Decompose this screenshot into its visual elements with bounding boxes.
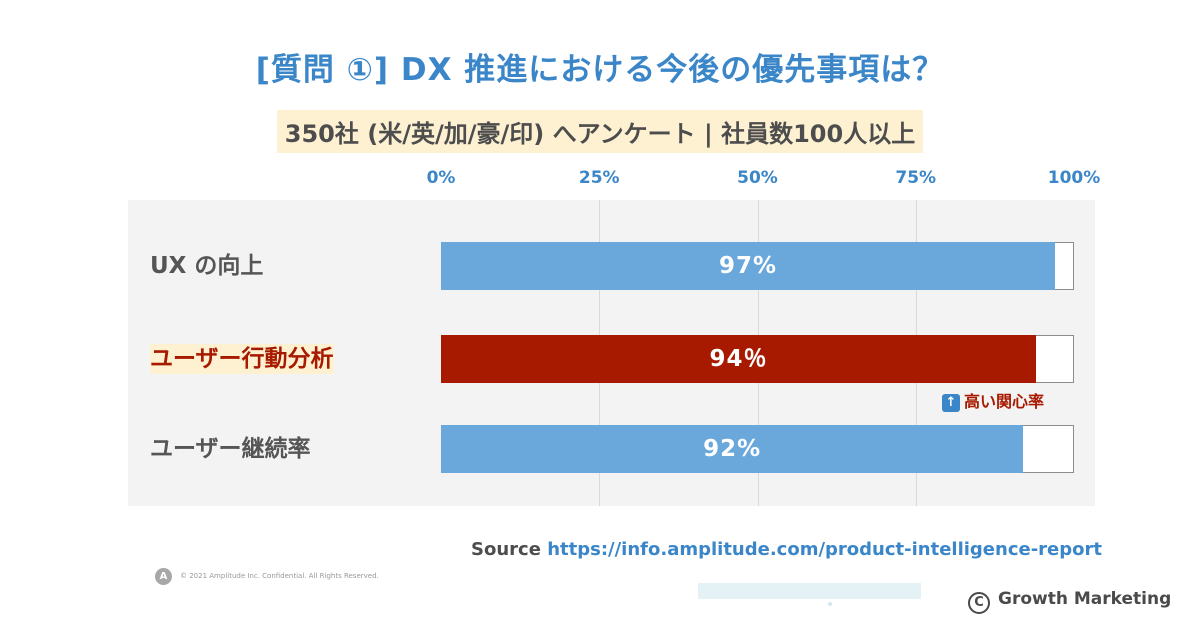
bar — [441, 425, 1024, 473]
chart-title: [質問 ①] DX 推進における今後の優先事項は？ — [255, 52, 945, 88]
x-tick-label: 0% — [426, 168, 456, 188]
subtitle-wrap: 350社 (米/英/加/豪/印) へアンケート | 社員数100人以上 — [0, 110, 1200, 153]
category-label: UX の向上 — [150, 242, 440, 290]
amplitude-logo-icon: A — [155, 568, 172, 585]
x-tick-label: 75% — [895, 168, 937, 188]
bar-value-label: 94％ — [709, 346, 768, 372]
category-label-text: ユーザー継続率 — [150, 436, 311, 462]
category-label: ユーザー行動分析 — [150, 335, 440, 383]
decorative-dots — [828, 572, 898, 606]
up-arrow-icon: ↑ — [942, 394, 960, 412]
bar-value-label: 92% — [703, 436, 762, 462]
source-label: Source — [471, 539, 541, 560]
chart-subtitle: 350社 (米/英/加/豪/印) へアンケート | 社員数100人以上 — [276, 110, 924, 153]
brand-name: Growth Marketing — [998, 589, 1172, 609]
x-tick-label: 50% — [737, 168, 778, 188]
source-line: Source https://info.amplitude.com/produc… — [471, 539, 1102, 560]
copyright-text: © 2021 Amplitude Inc. Confidential. All … — [180, 572, 379, 580]
x-tick-label: 25% — [578, 168, 620, 188]
category-label-text: ユーザー行動分析 — [150, 344, 334, 374]
annotation-text: 高い関心率 — [964, 392, 1045, 411]
bar-value-label: 97% — [718, 253, 778, 279]
annotation-note: ↑ 高い関心率 — [942, 391, 1044, 413]
copyright-c-icon: C — [968, 592, 990, 614]
bar — [441, 335, 1037, 383]
bar — [441, 242, 1055, 290]
source-link[interactable]: https://info.amplitude.com/product-intel… — [547, 539, 1102, 560]
x-tick-label: 100% — [1047, 168, 1101, 188]
decorative-band — [698, 583, 921, 599]
brand-badge: C Growth Marketing — [968, 586, 1172, 614]
category-label: ユーザー継続率 — [150, 425, 440, 473]
category-label-text: UX の向上 — [150, 253, 264, 279]
